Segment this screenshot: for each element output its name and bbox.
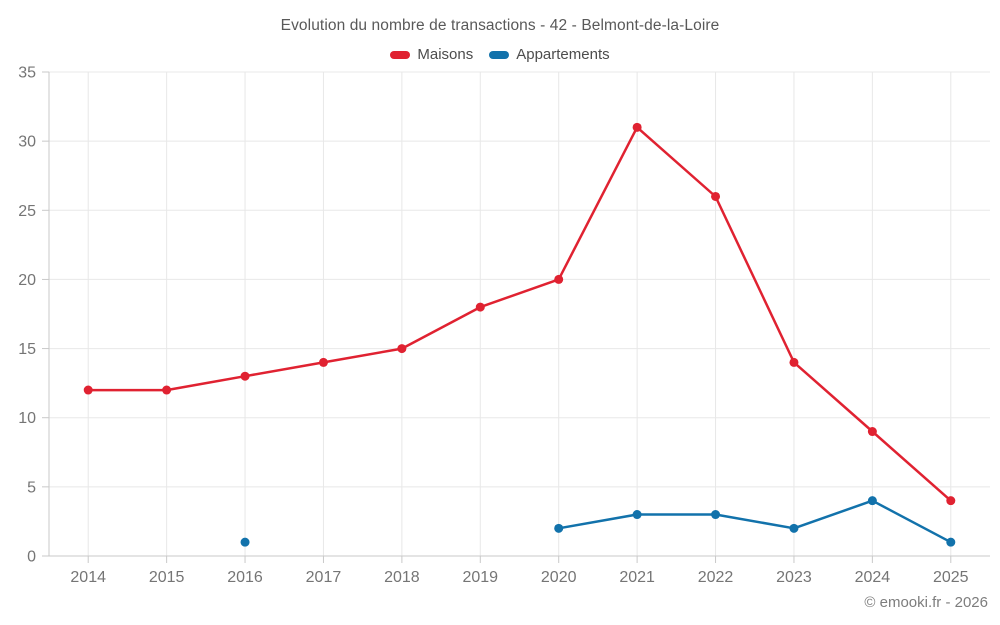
legend: Maisons Appartements <box>0 46 1000 63</box>
y-tick-label: 30 <box>18 134 36 151</box>
legend-item-appartements: Appartements <box>489 46 610 63</box>
data-point-appartements <box>946 537 956 547</box>
y-tick-label: 35 <box>18 65 36 82</box>
y-tick-label: 25 <box>18 203 36 220</box>
x-tick-label: 2023 <box>776 569 812 586</box>
data-point-appartements <box>867 496 877 506</box>
x-tick-label: 2020 <box>541 569 577 586</box>
data-point-maisons <box>475 302 485 312</box>
data-point-appartements <box>632 510 642 520</box>
data-point-maisons <box>240 371 250 381</box>
x-tick-label: 2016 <box>227 569 263 586</box>
x-tick-label: 2017 <box>306 569 342 586</box>
copyright-text: © emooki.fr - 2026 <box>864 594 988 611</box>
data-point-maisons <box>946 496 956 506</box>
y-tick-label: 5 <box>27 479 36 496</box>
legend-label-appartements: Appartements <box>516 46 610 63</box>
x-tick-label: 2015 <box>149 569 185 586</box>
data-point-maisons <box>711 191 721 201</box>
y-tick-label: 20 <box>18 272 36 289</box>
data-point-maisons <box>318 357 328 367</box>
data-point-maisons <box>397 344 407 354</box>
chart-title: Evolution du nombre de transactions - 42… <box>280 17 720 34</box>
data-point-appartements <box>240 537 250 547</box>
x-tick-label: 2019 <box>462 569 498 586</box>
x-tick-label: 2024 <box>855 569 891 586</box>
x-tick-label: 2014 <box>70 569 106 586</box>
legend-item-maisons: Maisons <box>390 46 473 63</box>
x-tick-label: 2018 <box>384 569 420 586</box>
appartements-swatch-icon <box>489 50 510 59</box>
y-tick-label: 10 <box>18 410 36 427</box>
y-tick-label: 15 <box>18 341 36 358</box>
data-point-maisons <box>83 385 93 395</box>
data-point-maisons <box>162 385 172 395</box>
data-point-maisons <box>632 122 642 132</box>
data-point-appartements <box>711 510 721 520</box>
data-point-maisons <box>554 274 564 284</box>
data-point-appartements <box>789 523 799 533</box>
x-tick-label: 2021 <box>619 569 655 586</box>
x-tick-label: 2022 <box>698 569 734 586</box>
legend-label-maisons: Maisons <box>417 46 474 63</box>
series-line-appartements <box>557 499 953 544</box>
data-point-maisons <box>789 357 799 367</box>
maisons-swatch-icon <box>390 50 411 59</box>
data-point-maisons <box>867 427 877 437</box>
data-point-appartements <box>554 523 564 533</box>
x-tick-label: 2025 <box>933 569 969 586</box>
series-line-maisons <box>86 126 953 502</box>
y-tick-label: 0 <box>27 549 36 566</box>
